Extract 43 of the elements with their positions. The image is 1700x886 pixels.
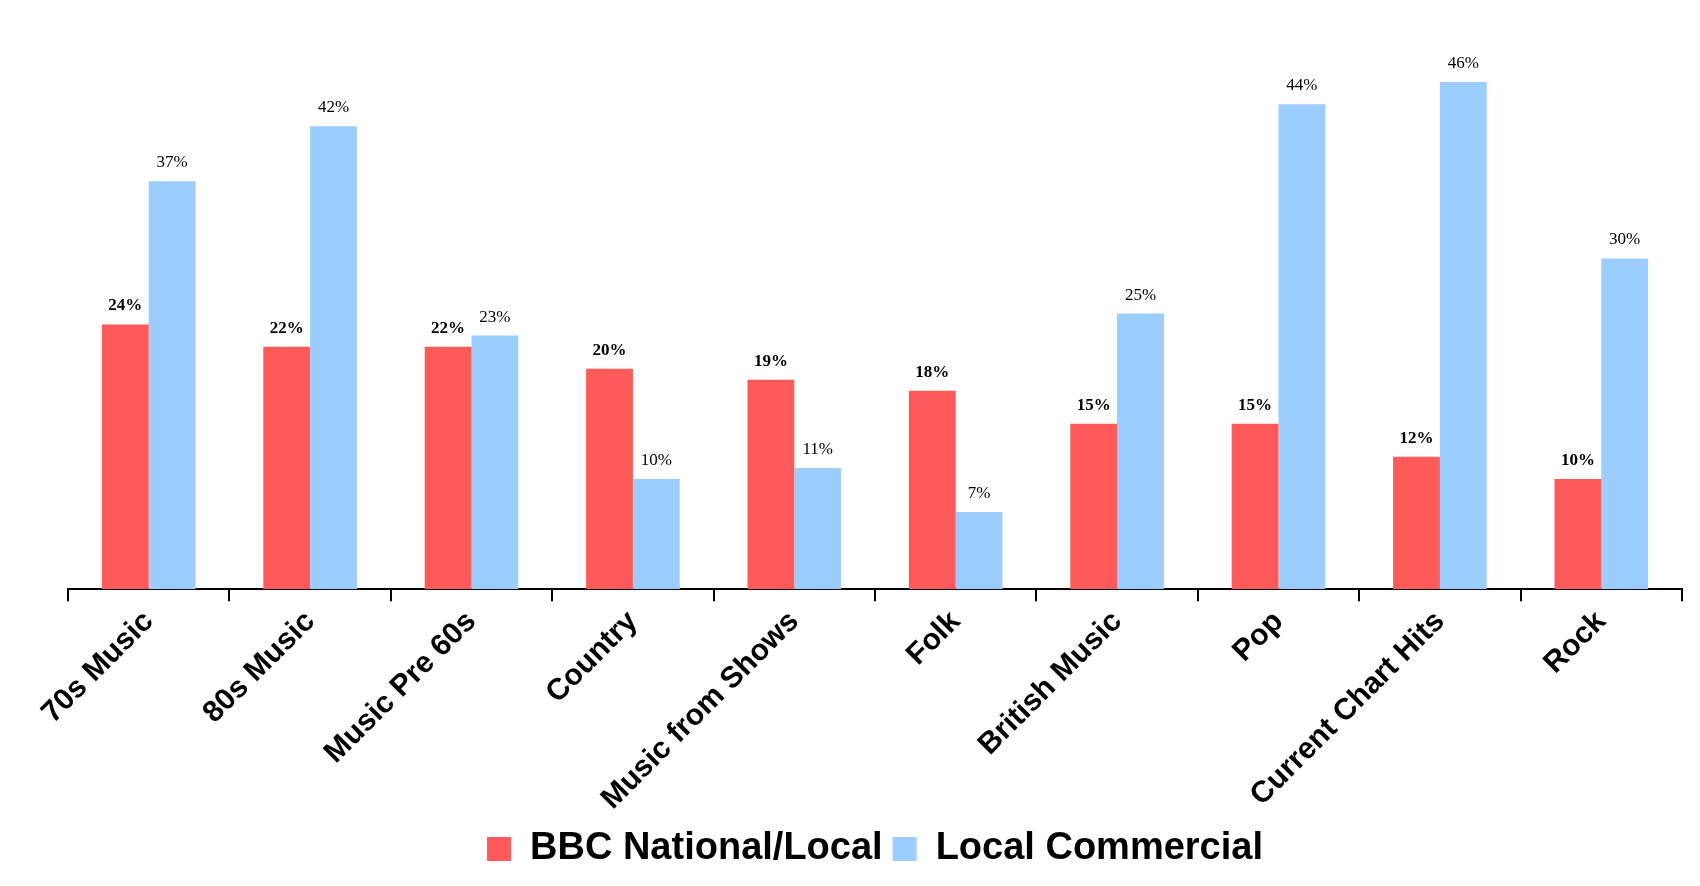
data-label: 10% — [640, 449, 672, 469]
data-label: 19% — [753, 350, 788, 370]
data-label: 44% — [1286, 75, 1318, 95]
data-label: 15% — [1076, 394, 1111, 414]
bar — [747, 379, 795, 590]
bar — [1393, 456, 1440, 590]
bar — [148, 181, 196, 590]
data-label: 18% — [915, 361, 950, 381]
data-label: 46% — [1447, 53, 1479, 73]
bar — [955, 511, 1003, 590]
bar — [471, 335, 519, 590]
bar — [1117, 313, 1164, 590]
bar — [1231, 423, 1279, 590]
data-label: 12% — [1399, 427, 1434, 447]
bar — [1601, 258, 1649, 590]
data-label: 20% — [592, 339, 627, 359]
legend-label: BBC National/Local — [530, 825, 883, 868]
bar — [310, 126, 357, 590]
data-label: 37% — [156, 152, 188, 172]
data-label: 11% — [802, 438, 833, 458]
data-label: 30% — [1609, 229, 1641, 249]
data-label: 42% — [317, 97, 350, 117]
bar — [586, 368, 633, 590]
bar — [1070, 423, 1118, 590]
data-label: 7% — [967, 482, 991, 502]
bar — [632, 478, 680, 590]
bar — [1439, 82, 1487, 590]
bar — [908, 390, 956, 590]
data-label: 23% — [479, 306, 511, 326]
data-label: 22% — [269, 317, 304, 337]
bar — [101, 324, 149, 590]
bar — [263, 346, 311, 590]
data-label: 22% — [431, 317, 466, 337]
data-label: 15% — [1238, 394, 1273, 414]
data-label: 24% — [108, 295, 143, 315]
bar — [424, 346, 472, 590]
data-label: 25% — [1124, 284, 1157, 304]
legend-label: Local Commercial — [935, 825, 1263, 868]
bar — [1554, 478, 1602, 590]
x-tick-label: Pop — [1225, 603, 1289, 668]
bar — [794, 467, 842, 590]
bar — [1278, 104, 1326, 590]
data-label: 10% — [1560, 449, 1595, 469]
